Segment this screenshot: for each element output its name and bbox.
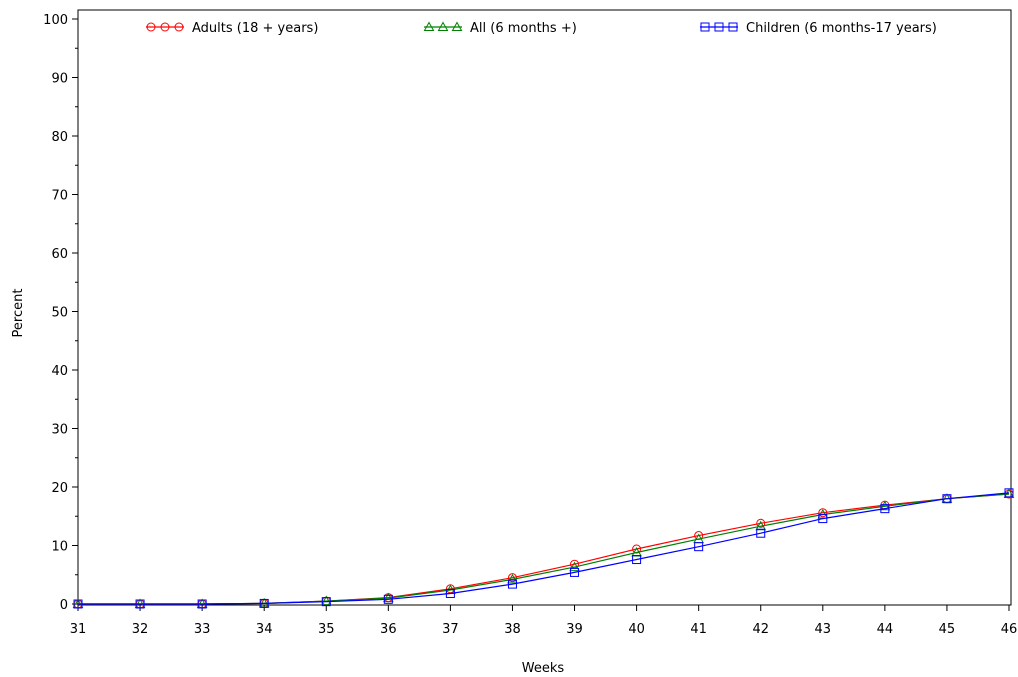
data-point <box>756 518 766 528</box>
legend-marker <box>451 21 463 31</box>
data-point <box>942 494 952 504</box>
y-tick-label: 30 <box>51 423 68 438</box>
x-tick-label: 32 <box>132 622 149 637</box>
data-point <box>570 567 580 577</box>
x-tick-label: 40 <box>628 622 645 637</box>
legend-item-3: Children (6 months-17 years) <box>700 21 937 36</box>
series-layer <box>72 488 1015 609</box>
x-tick-label: 45 <box>939 622 956 637</box>
data-point <box>383 594 393 604</box>
data-point <box>320 595 332 606</box>
x-tick-label: 39 <box>566 622 583 637</box>
x-tick-label: 43 <box>815 622 832 637</box>
y-tick-label: 60 <box>51 247 68 262</box>
x-axis: 31 32 33 34 35 36 37 38 39 40 41 42 43 44 45 46 <box>70 605 1018 637</box>
data-point <box>756 528 766 538</box>
x-tick-label: 46 <box>1001 622 1018 637</box>
data-point <box>259 598 269 608</box>
data-point <box>197 599 207 609</box>
x-tick-label: 36 <box>380 622 397 637</box>
x-tick-label: 35 <box>318 622 335 637</box>
series-3 <box>73 488 1014 609</box>
legend-marker <box>714 22 724 32</box>
legend-label: All (6 months +) <box>470 21 577 36</box>
legend-marker <box>437 21 449 31</box>
data-point <box>569 561 580 572</box>
y-tick-label: 70 <box>51 189 68 204</box>
y-axis-title: Percent <box>11 289 26 338</box>
x-tick-label: 38 <box>504 622 521 637</box>
y-tick-label: 90 <box>51 72 68 87</box>
legend-item-1: Adults (18 + years) <box>146 21 318 36</box>
y-tick-label: 100 <box>43 13 68 28</box>
x-tick-label: 37 <box>442 622 459 637</box>
y-tick-label: 20 <box>51 481 68 496</box>
legend-marker <box>728 22 738 32</box>
x-tick-label: 44 <box>877 622 894 637</box>
x-axis-title: Weeks <box>522 661 565 676</box>
y-tick-label: 40 <box>51 364 68 379</box>
legend-marker <box>174 22 184 32</box>
x-tick-label: 41 <box>690 622 707 637</box>
legend: Adults (18 + years) All (6 months +) Child… <box>146 21 937 36</box>
plot-border <box>77 9 1012 606</box>
legend-marker <box>146 22 156 32</box>
legend-item-2: All (6 months +) <box>423 21 577 36</box>
data-point <box>507 579 517 589</box>
data-point <box>321 597 331 607</box>
data-point <box>382 592 394 603</box>
data-point <box>632 555 642 565</box>
data-point <box>818 514 828 524</box>
series-line <box>78 492 1010 605</box>
x-tick-label: 33 <box>194 622 211 637</box>
legend-label: Adults (18 + years) <box>192 21 318 36</box>
data-point <box>694 542 704 552</box>
data-point <box>1004 488 1014 498</box>
plot-frame <box>77 9 1012 606</box>
data-point <box>879 500 891 511</box>
x-tick-label: 42 <box>752 622 769 637</box>
y-axis: 0 10 20 30 40 50 60 70 80 90 100 <box>43 13 78 613</box>
y-tick-label: 0 <box>60 598 68 613</box>
data-point <box>73 599 83 609</box>
x-tick-label: 34 <box>256 622 273 637</box>
data-point <box>445 588 455 598</box>
data-point <box>507 573 517 583</box>
legend-marker <box>700 22 710 32</box>
y-tick-label: 80 <box>51 130 68 145</box>
legend-marker <box>160 22 170 32</box>
data-point <box>507 573 518 584</box>
y-tick-label: 50 <box>51 306 68 321</box>
x-tick-label: 31 <box>70 622 87 637</box>
data-point <box>818 508 828 518</box>
data-point <box>135 599 145 609</box>
y-tick-label: 10 <box>51 540 68 555</box>
legend-marker <box>423 21 435 31</box>
data-point <box>880 504 890 514</box>
legend-label: Children (6 months-17 years) <box>746 21 937 36</box>
